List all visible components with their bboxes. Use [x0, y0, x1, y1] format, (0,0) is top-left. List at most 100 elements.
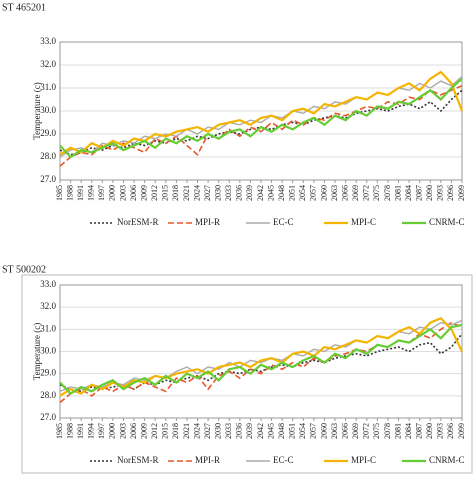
x-tick-label: 2033 [224, 423, 233, 439]
x-tick-label: 2072 [362, 423, 371, 439]
y-tick-label: 32.0 [40, 301, 56, 311]
x-tick-label: 2039 [245, 423, 254, 439]
x-tick-label: 2006 [129, 423, 138, 439]
x-tick-label: 2009 [139, 423, 148, 439]
x-tick-label: 2051 [288, 423, 297, 439]
legend-label: MPI-C [351, 455, 376, 465]
x-tick-label: 1991 [76, 185, 85, 201]
x-tick-label: 2066 [340, 185, 349, 201]
x-tick-label: 2012 [150, 185, 159, 201]
x-tick-label: 2018 [171, 185, 180, 201]
x-tick-label: 2063 [330, 423, 339, 439]
x-tick-label: 2078 [383, 185, 392, 201]
x-tick-label: 2087 [415, 423, 424, 439]
x-tick-label: 1988 [65, 423, 74, 439]
x-tick-label: 2000 [108, 185, 117, 201]
y-tick-label: 30.0 [40, 105, 56, 115]
x-tick-label: 2090 [425, 185, 434, 201]
x-tick-label: 2084 [404, 423, 413, 439]
y-axis-label: Temperature (c) [32, 323, 42, 381]
x-tick-label: 2030 [214, 185, 223, 201]
x-tick-label: 2021 [182, 423, 191, 439]
x-tick-label: 2096 [446, 423, 455, 439]
series-line [59, 77, 463, 159]
x-tick-label: 1997 [97, 185, 106, 201]
x-tick-label: 2036 [235, 185, 244, 201]
x-tick-label: 2051 [288, 185, 297, 201]
series-line [59, 316, 463, 397]
x-tick-label: 2087 [415, 185, 424, 201]
y-tick-label: 27.0 [40, 174, 56, 184]
x-tick-label: 2093 [436, 423, 445, 439]
x-tick-label: 2069 [351, 185, 360, 201]
x-tick-label: 2039 [245, 185, 254, 201]
x-tick-label: 2057 [309, 423, 318, 439]
y-tick-label: 28.0 [40, 151, 56, 161]
legend-label: CNRM-C [429, 217, 465, 227]
x-tick-label: 2084 [404, 185, 413, 201]
x-tick-label: 2081 [393, 423, 402, 439]
x-tick-label: 1988 [65, 185, 74, 201]
y-tick-label: 30.0 [40, 346, 56, 356]
y-axis-label: Temperature (c) [32, 82, 42, 140]
x-tick-label: 2090 [425, 423, 434, 439]
x-tick-label: 2030 [214, 423, 223, 439]
x-tick-label: 1991 [76, 423, 85, 439]
legend-label: MPI-C [351, 217, 376, 227]
x-tick-label: 2072 [362, 185, 371, 201]
y-tick-label: 27.0 [40, 412, 56, 422]
y-tick-label: 31.0 [40, 323, 56, 333]
x-tick-label: 2075 [372, 185, 381, 201]
legend-label: MPI-R [195, 217, 220, 227]
legend-label: EC-C [273, 455, 294, 465]
y-tick-label: 28.0 [40, 390, 56, 400]
x-tick-label: 2063 [330, 185, 339, 201]
x-tick-label: 2027 [203, 423, 212, 439]
x-tick-label: 2060 [319, 423, 328, 439]
chart-frame [21, 274, 473, 474]
x-tick-label: 2054 [298, 185, 307, 201]
y-tick-label: 33.0 [40, 279, 56, 289]
x-tick-label: 2099 [457, 185, 466, 201]
x-tick-label: 2000 [108, 423, 117, 439]
x-tick-label: 2054 [298, 423, 307, 439]
legend-label: MPI-R [195, 455, 220, 465]
x-tick-label: 2015 [161, 185, 170, 201]
legend-label: EC-C [273, 217, 294, 227]
x-tick-label: 2012 [150, 423, 159, 439]
x-tick-label: 2045 [266, 185, 275, 201]
legend-label: NorESM-R [117, 217, 159, 227]
series-line [59, 70, 464, 156]
x-tick-label: 2057 [309, 185, 318, 201]
x-tick-label: 2069 [351, 423, 360, 439]
series-line [59, 323, 463, 396]
y-tick-label: 31.0 [40, 82, 56, 92]
legend-label: CNRM-C [429, 455, 465, 465]
x-tick-label: 2009 [139, 185, 148, 201]
x-tick-label: 1994 [87, 185, 96, 201]
chart-title: ST 465201 [2, 2, 46, 13]
x-tick-label: 2099 [457, 423, 466, 439]
legend-label: NorESM-R [117, 455, 159, 465]
x-tick-label: 1997 [97, 423, 106, 439]
x-tick-label: 2045 [266, 423, 275, 439]
x-tick-label: 2027 [203, 185, 212, 201]
y-tick-label: 32.0 [40, 59, 56, 69]
x-tick-label: 2015 [161, 423, 170, 439]
x-tick-label: 2042 [256, 185, 265, 201]
x-tick-label: 2021 [182, 185, 191, 201]
x-tick-label: 2003 [118, 185, 127, 201]
y-tick-label: 33.0 [40, 36, 56, 46]
x-tick-label: 1985 [55, 185, 64, 201]
x-tick-label: 2096 [446, 185, 455, 201]
x-tick-label: 2003 [118, 423, 127, 439]
x-tick-label: 2066 [340, 423, 349, 439]
x-tick-label: 2042 [256, 423, 265, 439]
x-tick-label: 2048 [277, 423, 286, 439]
x-tick-label: 2006 [129, 185, 138, 201]
x-tick-label: 1994 [87, 423, 96, 439]
x-tick-label: 2048 [277, 185, 286, 201]
x-tick-label: 2060 [319, 185, 328, 201]
y-tick-label: 29.0 [40, 368, 56, 378]
